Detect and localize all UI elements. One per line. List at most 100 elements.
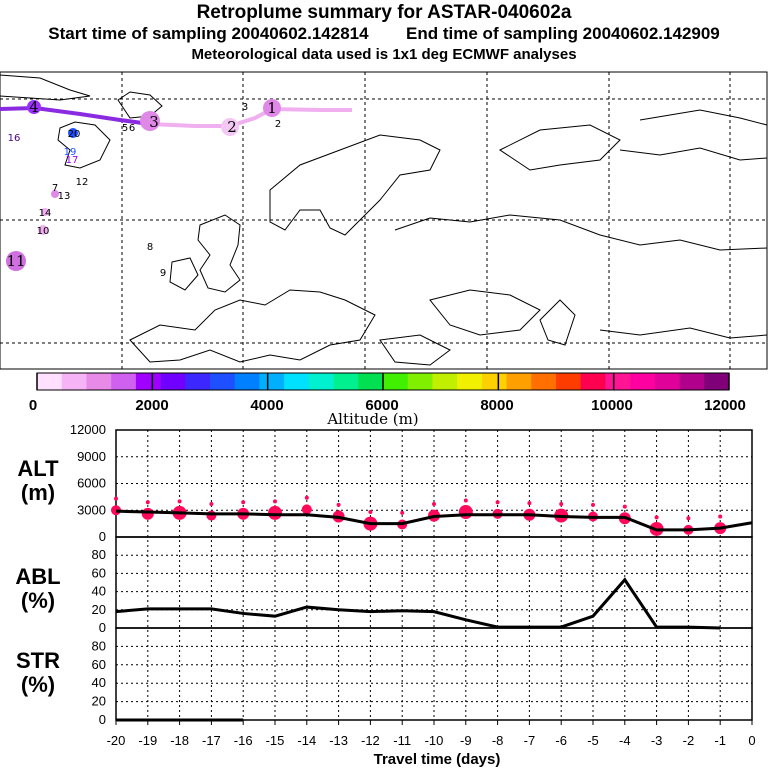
x-tick-label: -14 (297, 733, 316, 748)
alt-dot-spread (591, 502, 595, 507)
marker-12-label: 12 (76, 177, 89, 188)
alt-dot-spread (400, 510, 405, 515)
y-tick-label: 0 (99, 529, 106, 544)
marker-6-label: 6 (129, 123, 135, 134)
alt-dot-spread (527, 501, 532, 506)
alt-dot-spread (145, 500, 150, 505)
alt-dot (141, 507, 154, 520)
marker-10-label: 10 (37, 226, 50, 237)
end-time-label: End time of sampling 20040602.142909 (406, 24, 720, 43)
marker-8-label: 8 (147, 242, 153, 253)
cb-tick-6000: 6000 (365, 397, 398, 414)
altitude-colorbar (36, 372, 730, 391)
colorbar-cell (481, 373, 507, 390)
colorbar-cell (308, 373, 334, 390)
marker-3-label: 3 (149, 113, 159, 131)
cb-tick-12000: 12000 (704, 397, 746, 414)
marker-20-label: 20 (68, 129, 81, 140)
marker-19-label: 19 (64, 147, 77, 158)
marker-7 (51, 190, 59, 198)
colorbar-cell (284, 373, 310, 390)
map-small-markers: 16 20 19 17 12 7 13 14 10 8 9 5 6 3 2 (8, 102, 282, 279)
coastlines (0, 74, 768, 366)
marker-14 (41, 208, 49, 216)
marker-11 (6, 251, 26, 271)
colorbar-ticks: 0 2000 4000 6000 8000 10000 12000 Altitu… (29, 397, 746, 428)
alt-dot (206, 510, 217, 521)
y-tick-label: 0 (99, 712, 106, 727)
colorbar-cell (654, 373, 680, 390)
abl-panel: 80 60 40 20 0 (92, 547, 752, 635)
alt-label: ALT (17, 456, 59, 481)
abl-unit: (%) (21, 588, 55, 613)
alt-dot-spread (336, 502, 341, 507)
alt-dot-spread (559, 502, 564, 507)
colorbar-cell (506, 373, 532, 390)
marker-4 (27, 100, 41, 114)
y-tick-label: 40 (92, 675, 106, 690)
x-axis-ticks: -20 -19 -18 -17 -16 -15 -14 -13 -12 -11 -10 -9 -8 -7-… (107, 720, 756, 748)
x-tick-label: 0 (748, 733, 755, 748)
colorbar-cell (383, 373, 409, 390)
colorbar-cell (457, 373, 483, 390)
marker-3b-label: 3 (242, 102, 248, 113)
colorbar-cell (135, 373, 161, 390)
colorbar-cell (432, 373, 458, 390)
alt-dot-spread (114, 496, 118, 501)
marker-9-label: 9 (160, 268, 166, 279)
y-tick-label: 9000 (77, 449, 106, 464)
y-tick-label: 20 (92, 694, 106, 709)
x-tick-label: -3 (651, 733, 663, 748)
alt-dot-spread (241, 500, 246, 505)
colorbar-cell (185, 373, 211, 390)
x-tick-label: -4 (619, 733, 631, 748)
chart-title: Retroplume summary for ASTAR-040602a (196, 2, 572, 23)
colorbar-cell (160, 373, 186, 390)
trajectory-recent (149, 106, 352, 128)
vertical-gridlines (147, 430, 721, 720)
marker-2 (221, 118, 239, 136)
x-tick-label: -9 (460, 733, 472, 748)
str-unit: (%) (21, 672, 55, 697)
alt-dot (268, 505, 282, 520)
y-tick-label: 20 (92, 602, 106, 617)
colorbar-cell (259, 373, 285, 390)
alt-dot (301, 504, 312, 515)
marker-3 (140, 111, 160, 131)
marker-10 (38, 225, 48, 235)
colorbar-cell (407, 373, 433, 390)
marker-1 (263, 99, 281, 117)
marker-16-label: 16 (8, 133, 21, 144)
colorbar-cell (210, 373, 236, 390)
colorbar-cell (358, 373, 384, 390)
x-tick-label: -1 (714, 733, 726, 748)
y-tick-label: 80 (92, 547, 106, 562)
cb-tick-8000: 8000 (480, 397, 513, 414)
y-tick-label: 6000 (77, 476, 106, 491)
colorbar-cell (630, 373, 656, 390)
marker-7-label: 7 (52, 183, 58, 194)
alt-dot-spread (654, 515, 659, 520)
colorbar-cell (61, 373, 87, 390)
colorbar-cell (605, 373, 631, 390)
str-label: STR (16, 648, 60, 673)
met-data-label: Meteorological data used is 1x1 deg ECMW… (191, 46, 577, 63)
alt-dot-spread (495, 500, 500, 505)
marker-14-label: 14 (39, 208, 52, 219)
alt-dot-spread (273, 499, 277, 504)
x-tick-label: -8 (492, 733, 504, 748)
map-big-markers: 1 2 3 4 11 (6, 98, 281, 271)
cb-tick-0: 0 (29, 397, 37, 414)
abl-label: ABL (15, 564, 60, 589)
alt-dot (111, 505, 121, 516)
str-panel: 80 60 40 20 0 (92, 638, 752, 727)
abl-panel-line (115, 577, 721, 630)
x-tick-label: -5 (587, 733, 599, 748)
marker-1-label: 1 (267, 99, 277, 117)
y-tick-label: 40 (92, 584, 106, 599)
marker-13-label: 13 (58, 191, 71, 202)
x-tick-label: -19 (138, 733, 157, 748)
cb-tick-2000: 2000 (135, 397, 168, 414)
x-tick-label: -10 (425, 733, 444, 748)
